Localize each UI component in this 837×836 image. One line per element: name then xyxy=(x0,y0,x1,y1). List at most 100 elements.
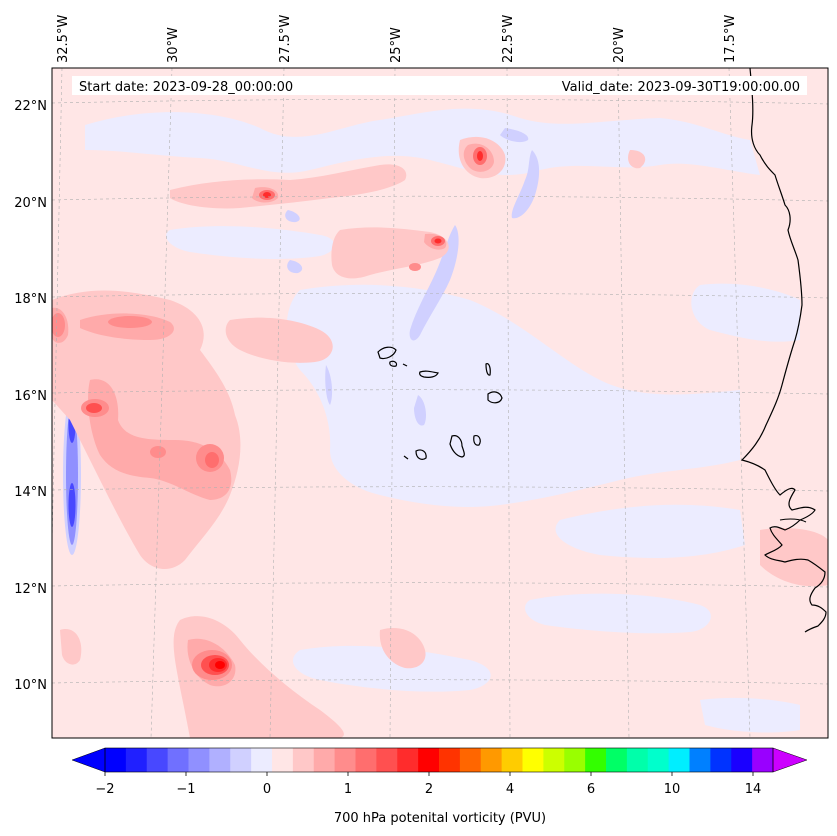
colorbar-tick-label: 14 xyxy=(745,782,762,797)
colorbar-cell xyxy=(292,748,315,772)
pv-core-mid-south xyxy=(409,263,421,271)
colorbar-cell xyxy=(397,748,419,772)
gridline-lon-27-5 xyxy=(269,68,285,738)
colorbar-tick-label: 6 xyxy=(587,782,595,797)
colorbar-cell xyxy=(522,748,544,772)
lat-label-10n: 10°N xyxy=(14,678,47,693)
gridline-lat-20 xyxy=(52,195,828,202)
colorbar-cell xyxy=(626,748,649,772)
colorbar-cell xyxy=(146,748,169,772)
colorbar-cell xyxy=(272,748,294,772)
negative-pv-band-north xyxy=(85,108,760,176)
colorbar-tick-label: 1 xyxy=(344,782,352,797)
island-brava xyxy=(403,455,409,460)
lat-label-18n: 18°N xyxy=(14,292,47,307)
lat-label-20n: 20°N xyxy=(14,196,47,211)
map-panel xyxy=(52,68,828,738)
gridline-lat-18 xyxy=(52,292,828,299)
lat-label-14n: 14°N xyxy=(14,485,47,500)
positive-pv-central-west xyxy=(225,317,333,363)
lat-label-12n: 12°N xyxy=(14,582,47,597)
gridline-lat-16 xyxy=(52,389,828,395)
pv-core-centre-west xyxy=(150,446,166,458)
lon-label-32-5w: 32.5°W xyxy=(56,15,71,63)
lat-label-22n: 22°N xyxy=(14,99,47,114)
colorbar-cell xyxy=(313,748,336,772)
colorbar-extend-high xyxy=(772,747,808,773)
positive-pv-southeast-blob xyxy=(379,628,426,669)
island-sao-vicente xyxy=(389,360,398,367)
negative-pv-streak-ne xyxy=(500,128,529,143)
colorbar-cell xyxy=(230,748,252,772)
negative-pv-band-west xyxy=(166,226,335,259)
pv-core-mid-inner xyxy=(434,238,442,244)
pv-core-south-4 xyxy=(215,661,225,669)
pv-core-north-east-inner xyxy=(477,151,483,161)
island-sal xyxy=(485,363,491,376)
pv-core-west-2 xyxy=(108,316,152,328)
gridline-lon-25 xyxy=(389,68,396,738)
colorbar-extend-low xyxy=(71,747,106,773)
colorbar-cell xyxy=(125,748,148,772)
latitude-labels: 22°N 20°N 18°N 16°N 14°N 12°N 10°N xyxy=(14,99,47,693)
africa-coastline xyxy=(740,68,827,633)
colorbar-label: 700 hPa potenital vorticity (PVU) xyxy=(334,811,546,826)
colorbar-tick-label: −1 xyxy=(176,782,195,797)
lon-label-22-5w: 22.5°W xyxy=(501,15,516,63)
colorbar-cell xyxy=(480,748,503,772)
colorbar-cell xyxy=(501,748,524,772)
colorbar-cells xyxy=(105,748,774,772)
negative-pv-central xyxy=(286,284,740,507)
map-frame xyxy=(51,67,829,739)
positive-pv-west-mass xyxy=(52,290,241,570)
positive-pv-strong xyxy=(52,147,487,680)
negative-pv-south xyxy=(292,645,491,692)
positive-pv-north-band xyxy=(170,164,407,209)
positive-pv-east-patch xyxy=(628,150,646,169)
island-santa-luzia xyxy=(402,363,408,367)
lon-label-27-5w: 27.5°W xyxy=(278,15,293,63)
colorbar-tick-label: 10 xyxy=(664,782,681,797)
colorbar-cell xyxy=(355,748,377,772)
positive-pv-band-centre xyxy=(88,379,232,500)
valid-date-text: Valid_date: 2023-09-30T19:00:00.00 xyxy=(562,80,800,95)
negative-pv-far-south xyxy=(525,593,711,634)
colorbar-cell xyxy=(710,748,732,772)
colorbar-cell xyxy=(731,748,753,772)
positive-pv-south-west xyxy=(60,629,82,665)
colorbar-cell xyxy=(752,748,774,772)
pv-core-north-west-inner xyxy=(263,192,271,198)
colorbar-cell xyxy=(418,748,440,772)
gridline-lat-14 xyxy=(52,486,828,492)
colorbar-cell xyxy=(439,748,461,772)
date-info-box xyxy=(72,76,807,95)
positive-pv-mid-band xyxy=(331,227,449,279)
colorbar-cell xyxy=(606,748,628,772)
island-sao-nicolau xyxy=(419,370,439,378)
neg-strip-inner-2 xyxy=(68,483,76,527)
lon-label-20w: 20°W xyxy=(612,27,627,63)
strong-negative-pv-strip xyxy=(63,395,81,555)
colorbar-cell xyxy=(251,748,273,772)
colorbar-cell xyxy=(668,748,691,772)
positive-pv-light xyxy=(52,136,828,738)
colorbar-cell xyxy=(564,748,586,772)
colorbar-cell xyxy=(459,748,482,772)
colorbar-cell xyxy=(209,748,231,772)
gridline-lat-22 xyxy=(52,98,828,105)
moderate-negative-pv xyxy=(285,128,540,426)
colorbar: −2 −1 0 1 2 4 6 10 14 700 hPa potenital … xyxy=(71,747,808,826)
gridline-lon-20 xyxy=(617,68,630,738)
negative-pv-bottom-right xyxy=(700,697,800,733)
colorbar-cell xyxy=(543,748,565,772)
negative-pv-streak-east xyxy=(511,150,540,219)
pv-core-centre-inner xyxy=(205,452,219,468)
longitude-labels: 32.5°W 30°W 27.5°W 25°W 22.5°W 20°W 17.5… xyxy=(56,15,738,63)
colorbar-tick-label: 2 xyxy=(425,782,433,797)
gridline-lat-12 xyxy=(52,582,828,588)
negative-pv-southeast xyxy=(555,504,745,558)
pv-core-west-1-inner xyxy=(86,403,102,413)
coast-inlet xyxy=(779,518,807,523)
colorbar-cell xyxy=(167,748,190,772)
